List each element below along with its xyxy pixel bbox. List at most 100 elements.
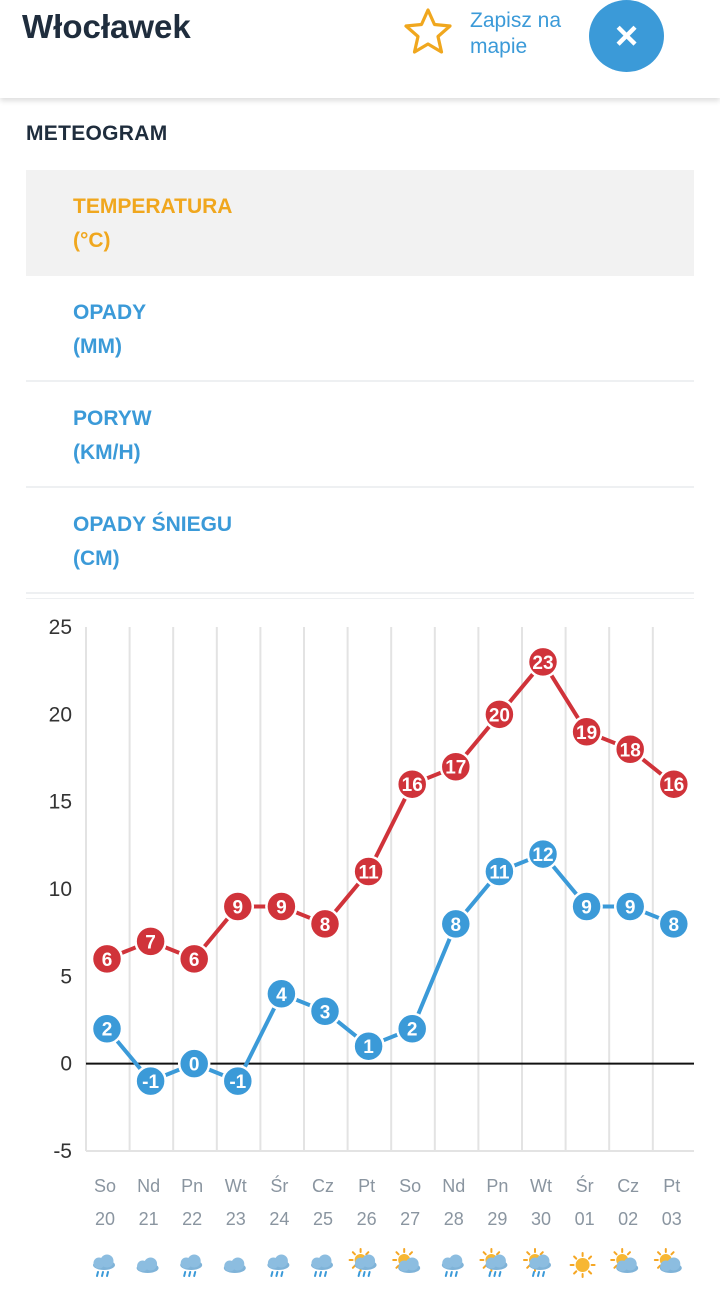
max-temperature-point	[395, 767, 429, 801]
max-temperature-data-label: 19	[576, 723, 597, 744]
header-bar: Włocławek Zapisz na mapie ×	[0, 0, 720, 98]
min-temperature-point	[570, 890, 603, 923]
tab-label: PORYW	[73, 407, 152, 430]
x-date-label: 24	[269, 1209, 289, 1229]
save-label-line1: Zapisz na	[470, 9, 562, 32]
x-day-label: Nd	[442, 1176, 465, 1196]
x-day-label: Pt	[358, 1176, 375, 1196]
close-button[interactable]: ×	[589, 0, 664, 72]
max-temperature-point	[308, 907, 342, 941]
tab-wind-gust[interactable]: PORYW (KM/H)	[26, 382, 694, 488]
temperature-chart: 25 20 15 10 5 0 -5 6 7 6 9 9 8 11 16 17 20 23 19 18 16 2 -1 0 -1…	[0, 598, 720, 1295]
y-tick-label: 10	[49, 878, 72, 901]
x-date-label: 02	[618, 1209, 638, 1229]
tab-precipitation[interactable]: OPADY (MM)	[26, 276, 694, 382]
x-day-label: Nd	[137, 1176, 160, 1196]
min-temperature-point	[308, 995, 342, 1028]
rain-cloud-icon	[180, 1254, 203, 1277]
max-temperature-data-label: 18	[620, 740, 641, 761]
rain-cloud-icon	[441, 1254, 464, 1277]
max-temperature-data-label: 6	[102, 950, 113, 971]
rain-cloud-icon	[311, 1254, 333, 1277]
max-temperature-point	[613, 733, 647, 766]
tab-snowfall[interactable]: OPADY ŚNIEGU (CM)	[26, 488, 694, 594]
min-temperature-data-label: 2	[407, 1020, 418, 1041]
x-date-label: 26	[357, 1209, 377, 1229]
sun-rain-cloud-icon	[523, 1248, 551, 1277]
sun-cloud-icon	[653, 1248, 682, 1273]
max-temperature-data-label: 20	[489, 705, 510, 726]
save-on-map-button[interactable]: Zapisz na mapie	[402, 6, 580, 60]
tab-unit: (CM)	[73, 547, 120, 570]
min-temperature-point	[177, 1047, 211, 1080]
min-temperature-data-label: 9	[625, 897, 636, 918]
min-temperature-data-label: 2	[102, 1020, 113, 1041]
x-date-label: 23	[226, 1209, 246, 1229]
max-temperature-data-label: 8	[320, 915, 331, 936]
min-temperature-data-label: 0	[189, 1055, 200, 1076]
x-date-label: 21	[139, 1209, 159, 1229]
min-temperature-point	[352, 1029, 385, 1063]
y-tick-label: 15	[49, 791, 72, 814]
x-date-label: 29	[487, 1209, 507, 1229]
max-temperature-point	[221, 890, 255, 923]
save-label-line2: mapie	[470, 35, 528, 58]
min-temperature-data-label: -1	[229, 1072, 246, 1093]
sun-cloud-icon	[610, 1248, 639, 1273]
min-temperature-data-label: 4	[276, 985, 287, 1006]
save-on-map-label: Zapisz na mapie	[470, 8, 580, 60]
max-temperature-point	[657, 767, 691, 801]
tab-unit: (MM)	[73, 335, 122, 358]
x-date-label: 28	[444, 1209, 464, 1229]
min-temperature-point	[657, 907, 691, 941]
max-temperature-data-label: 16	[663, 775, 684, 796]
min-temperature-data-label: 8	[451, 915, 462, 936]
min-temperature-point	[613, 890, 647, 923]
min-temperature-point	[134, 1064, 167, 1098]
x-date-label: 30	[531, 1209, 551, 1229]
max-temperature-point	[90, 942, 124, 976]
x-day-label: Cz	[617, 1176, 639, 1196]
min-temperature-point	[90, 1012, 124, 1045]
sun-rain-cloud-icon	[479, 1248, 508, 1277]
section-title: METEOGRAM	[26, 122, 168, 145]
tab-label: OPADY ŚNIEGU	[73, 513, 233, 536]
cloud-icon	[223, 1257, 246, 1273]
max-temperature-data-label: 6	[189, 950, 200, 971]
min-temperature-data-label: 11	[489, 863, 510, 884]
max-temperature-point	[177, 942, 211, 976]
x-date-label: 22	[182, 1209, 202, 1229]
max-temperature-data-label: 9	[276, 897, 287, 918]
x-day-label: Wt	[225, 1176, 247, 1196]
min-temperature-point	[439, 907, 473, 941]
star-icon	[404, 8, 452, 54]
tab-temperature[interactable]: TEMPERATURA (°C)	[26, 170, 694, 276]
y-tick-label: 0	[60, 1053, 72, 1076]
tab-label: OPADY	[73, 301, 147, 324]
meteogram-tabs: TEMPERATURA (°C) OPADY (MM) PORYW (KM/H)…	[26, 170, 694, 594]
y-tick-label: -5	[53, 1140, 72, 1163]
tab-label: TEMPERATURA	[73, 195, 233, 218]
tab-unit: (KM/H)	[73, 441, 141, 464]
max-temperature-point	[134, 925, 167, 958]
y-tick-label: 5	[60, 965, 72, 988]
min-temperature-data-label: 12	[532, 845, 553, 866]
min-temperature-data-label: -1	[142, 1072, 159, 1093]
max-temperature-data-label: 17	[445, 758, 466, 779]
x-day-label: So	[399, 1176, 421, 1196]
x-day-label: Pn	[181, 1176, 203, 1196]
min-temperature-point	[483, 855, 516, 888]
max-temperature-point	[570, 715, 603, 749]
tab-unit: (°C)	[73, 229, 111, 252]
cloud-icon	[136, 1257, 159, 1273]
max-temperature-data-label: 7	[145, 932, 156, 953]
close-icon: ×	[614, 13, 639, 58]
max-temperature-point	[265, 890, 298, 923]
min-temperature-point	[221, 1064, 255, 1098]
min-temperature-data-label: 1	[363, 1037, 374, 1058]
rain-cloud-icon	[93, 1254, 115, 1277]
x-day-label: Pn	[486, 1176, 508, 1196]
sun-rain-cloud-icon	[348, 1248, 377, 1277]
x-day-label: So	[94, 1176, 116, 1196]
